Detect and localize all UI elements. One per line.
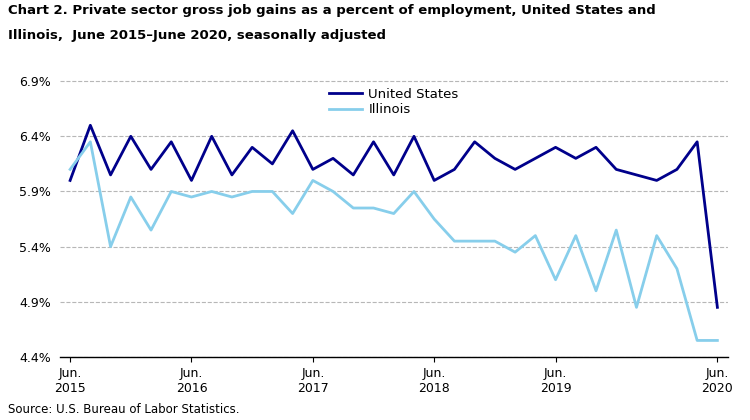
Illinois: [410, 189, 419, 194]
Illinois: [450, 239, 459, 244]
Illinois: [713, 338, 722, 343]
Illinois: [389, 211, 398, 216]
United States: [106, 172, 115, 177]
Illinois: [673, 266, 682, 271]
Illinois: [166, 189, 176, 194]
Illinois: [106, 244, 115, 249]
United States: [308, 167, 317, 172]
United States: [511, 167, 520, 172]
Illinois: [592, 288, 601, 293]
United States: [450, 167, 459, 172]
United States: [612, 167, 621, 172]
United States: [673, 167, 682, 172]
United States: [652, 178, 662, 183]
United States: [227, 172, 236, 177]
Illinois: [511, 249, 520, 255]
United States: [86, 123, 94, 128]
Legend: United States, Illinois: United States, Illinois: [328, 88, 459, 116]
Illinois: [632, 305, 641, 310]
United States: [572, 156, 580, 161]
Illinois: [268, 189, 277, 194]
United States: [207, 134, 216, 139]
Illinois: [612, 228, 621, 233]
United States: [166, 139, 176, 144]
United States: [592, 145, 601, 150]
United States: [713, 305, 722, 310]
Illinois: [146, 228, 155, 233]
United States: [288, 128, 297, 133]
Illinois: [328, 189, 338, 194]
Illinois: [187, 194, 196, 200]
United States: [349, 172, 358, 177]
United States: [248, 145, 256, 150]
Illinois: [308, 178, 317, 183]
United States: [531, 156, 540, 161]
Illinois: [227, 194, 236, 200]
United States: [126, 134, 135, 139]
Illinois: [470, 239, 479, 244]
Illinois: [572, 233, 580, 238]
Illinois: [207, 189, 216, 194]
Illinois: [288, 211, 297, 216]
Text: Source: U.S. Bureau of Labor Statistics.: Source: U.S. Bureau of Labor Statistics.: [8, 403, 239, 416]
United States: [187, 178, 196, 183]
Illinois: [65, 167, 74, 172]
Text: Chart 2. Private sector gross job gains as a percent of employment, United State: Chart 2. Private sector gross job gains …: [8, 4, 656, 17]
Text: Illinois,  June 2015–June 2020, seasonally adjusted: Illinois, June 2015–June 2020, seasonall…: [8, 29, 386, 42]
United States: [268, 161, 277, 166]
Illinois: [551, 277, 560, 282]
Illinois: [126, 194, 135, 200]
Line: Illinois: Illinois: [70, 142, 718, 341]
United States: [328, 156, 338, 161]
Illinois: [693, 338, 702, 343]
United States: [430, 178, 439, 183]
Illinois: [349, 205, 358, 210]
United States: [693, 139, 702, 144]
Illinois: [86, 139, 94, 144]
United States: [490, 156, 500, 161]
Illinois: [490, 239, 500, 244]
United States: [146, 167, 155, 172]
United States: [632, 172, 641, 177]
United States: [470, 139, 479, 144]
United States: [65, 178, 74, 183]
Illinois: [369, 205, 378, 210]
Illinois: [652, 233, 662, 238]
United States: [551, 145, 560, 150]
United States: [410, 134, 419, 139]
Illinois: [531, 233, 540, 238]
Line: United States: United States: [70, 125, 718, 307]
Illinois: [430, 217, 439, 222]
United States: [389, 172, 398, 177]
United States: [369, 139, 378, 144]
Illinois: [248, 189, 256, 194]
